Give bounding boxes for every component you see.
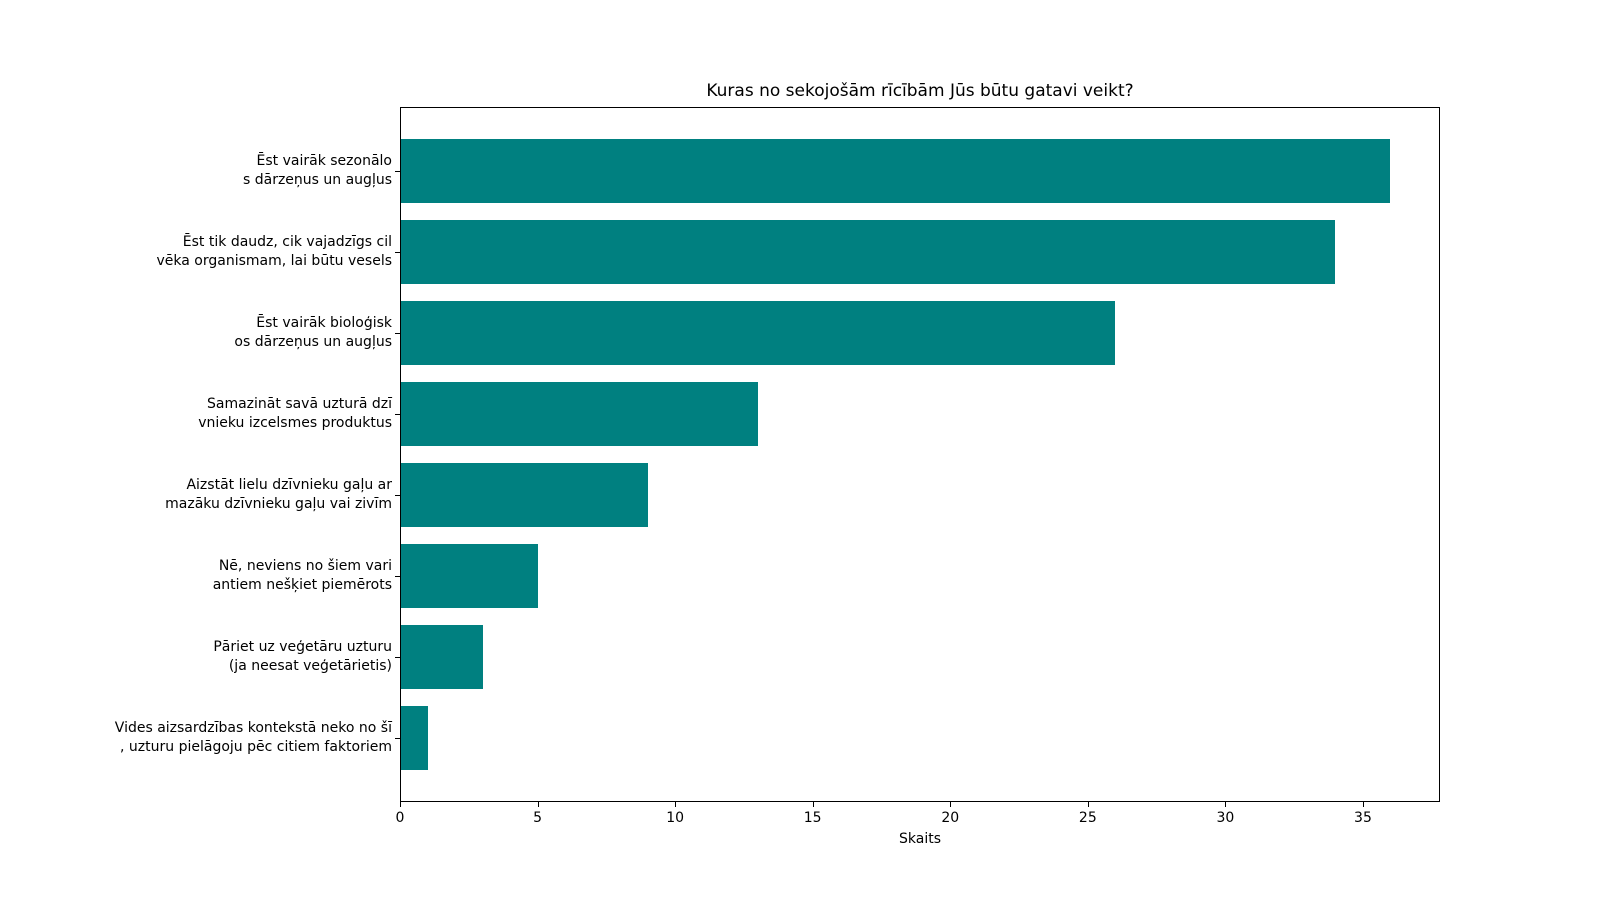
x-tick — [812, 802, 814, 807]
bar — [401, 625, 483, 689]
category-label-line: os dārzeņus un augļus — [234, 334, 392, 350]
category-label: Ēst vairāk sezonālo s dārzeņus un augļus — [0, 152, 392, 190]
category-label-line: vēka organismam, lai būtu vesels — [156, 253, 392, 269]
category-label-line: Samazināt savā uzturā dzī — [207, 396, 392, 412]
y-tick — [395, 738, 400, 739]
category-label: Samazināt savā uzturā dzī vnieku izcelsme… — [0, 395, 392, 433]
category-label: Ēst vairāk bioloģisk os dārzeņus un augļu… — [0, 314, 392, 352]
bar — [401, 463, 648, 527]
bar — [401, 139, 1391, 203]
chart-title: Kuras no sekojošām rīcībām Jūs būtu gata… — [706, 81, 1134, 101]
bar — [401, 220, 1336, 284]
category-label-line: antiem nešķiet piemērots — [212, 577, 392, 593]
category-label-line: (ja neesat veģetārietis) — [228, 658, 392, 674]
x-tick — [950, 802, 952, 807]
category-label: Vides aizsardzības kontekstā neko no šī,… — [0, 719, 392, 757]
x-tick — [1225, 802, 1227, 807]
x-tick-label: 20 — [941, 810, 960, 826]
x-tick — [537, 802, 539, 807]
x-tick-label: 5 — [533, 810, 543, 826]
x-tick-label: 10 — [666, 810, 685, 826]
y-tick — [395, 414, 400, 415]
category-label: Pāriet uz veģetāru uzturu (ja neesat veģe… — [0, 638, 392, 676]
category-label: Aizstāt lielu dzīvnieku gaļu ar mazāku dz… — [0, 476, 392, 514]
category-label-line: mazāku dzīvnieku gaļu vai zivīm — [165, 496, 392, 512]
category-label-line: Aizstāt lielu dzīvnieku gaļu ar — [186, 477, 392, 493]
x-tick — [1362, 802, 1364, 807]
category-label-line: Vides aizsardzības kontekstā neko no šī — [114, 720, 392, 736]
category-label-line: Pāriet uz veģetāru uzturu — [213, 639, 392, 655]
category-label-line: Ēst vairāk bioloģisk — [256, 315, 392, 331]
y-tick — [395, 657, 400, 658]
category-label-line: Ēst vairāk sezonālo — [256, 153, 392, 169]
bar — [401, 706, 428, 770]
category-label-line: vnieku izcelsmes produktus — [198, 415, 392, 431]
x-tick — [675, 802, 677, 807]
x-tick-label: 35 — [1354, 810, 1372, 826]
bar — [401, 301, 1116, 365]
x-tick-label: 0 — [395, 810, 405, 826]
bar — [401, 544, 538, 608]
category-label: Ēst tik daudz, cik vajadzīgs cil vēka org… — [0, 233, 392, 271]
x-tick — [1087, 802, 1089, 807]
x-tick-label: 15 — [803, 810, 822, 826]
y-tick — [395, 333, 400, 334]
y-tick — [395, 171, 400, 172]
plot-area — [400, 107, 1440, 802]
x-tick-label: 25 — [1078, 810, 1097, 826]
category-label-line: Nē, neviens no šiem vari — [218, 558, 392, 574]
category-label-line: , uzturu pielāgoju pēc citiem faktoriem — [120, 739, 392, 755]
x-axis-label: Skaits — [899, 831, 941, 847]
x-tick-label: 30 — [1216, 810, 1235, 826]
category-label-line: Ēst tik daudz, cik vajadzīgs cil — [182, 234, 392, 250]
x-tick — [400, 802, 401, 807]
category-label-line: s dārzeņus un augļus — [242, 172, 392, 188]
y-tick — [395, 495, 400, 496]
y-tick — [395, 576, 400, 577]
y-tick — [395, 252, 400, 253]
category-label: Nē, neviens no šiem vari antiem nešķiet p… — [0, 557, 392, 595]
bar — [401, 382, 758, 446]
